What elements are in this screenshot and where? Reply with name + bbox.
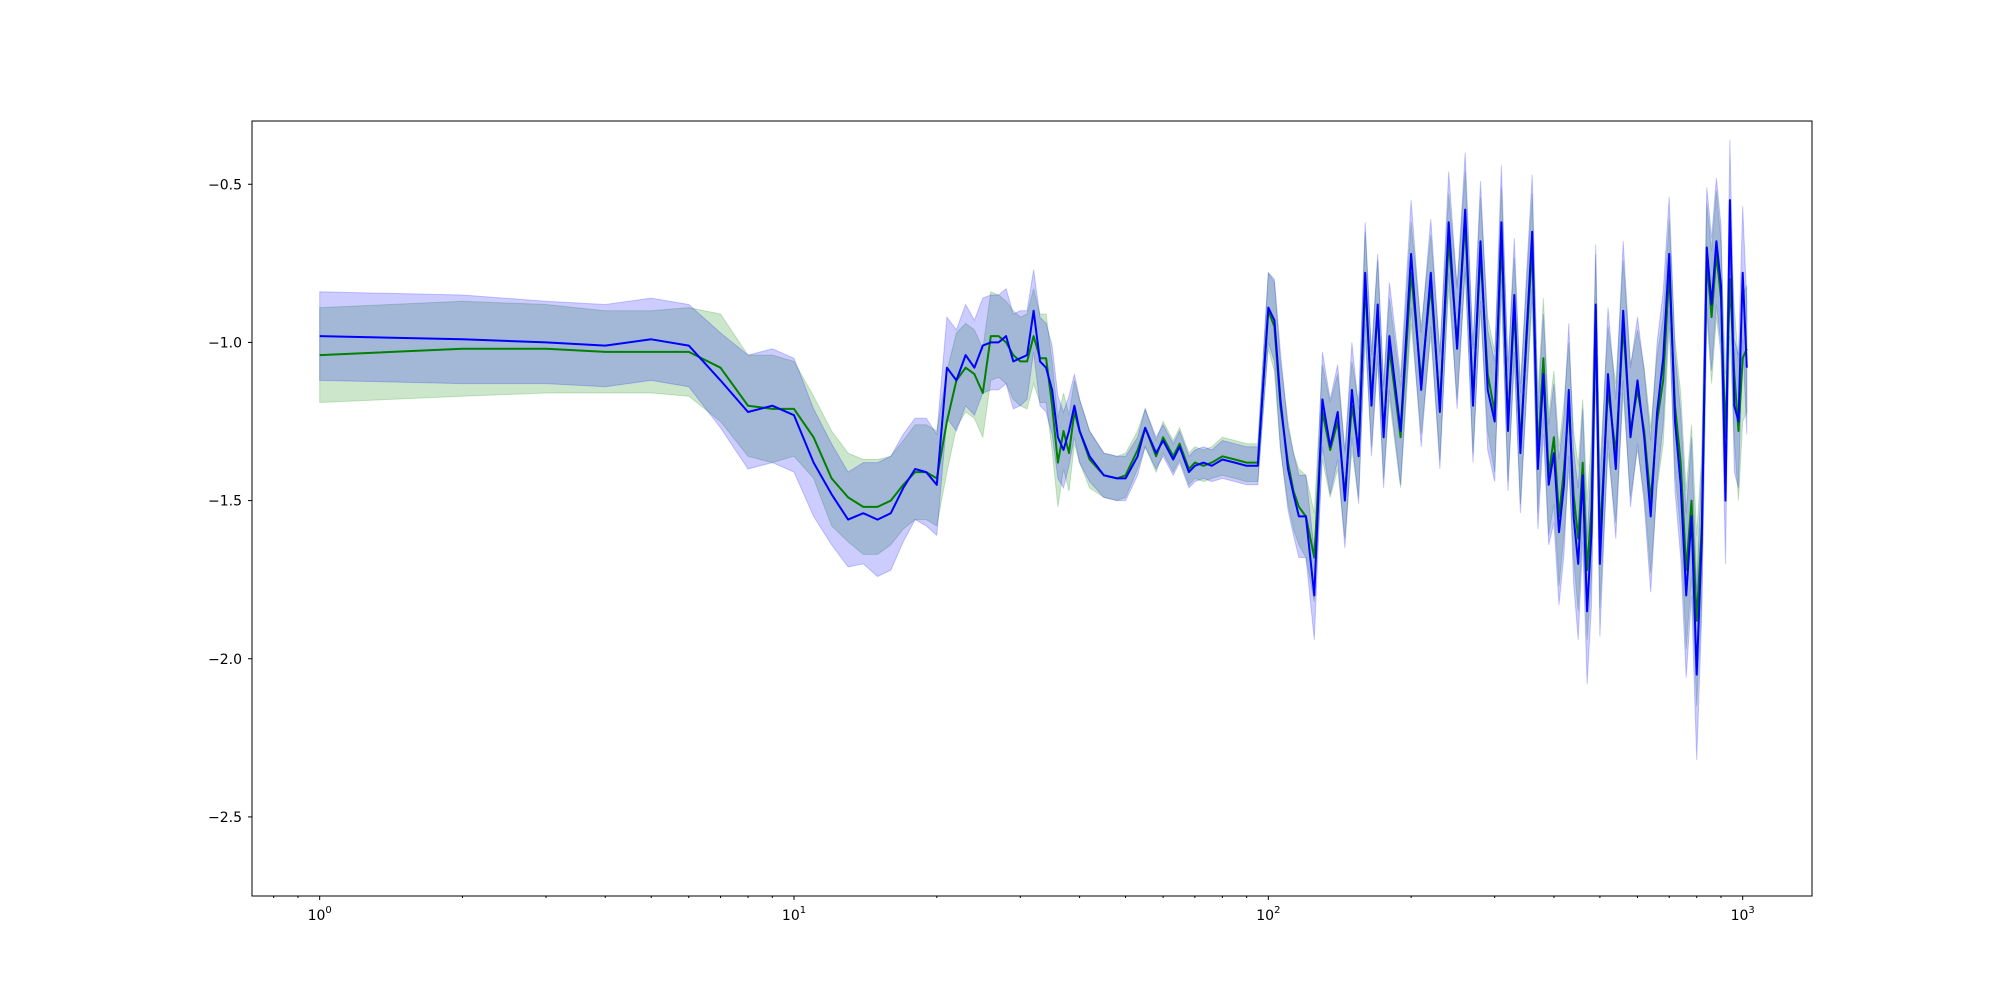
x-tick-label: 100: [308, 905, 332, 924]
y-tick-label: −2.0: [208, 652, 242, 668]
y-tick-label: −0.5: [208, 177, 242, 193]
y-tick-label: −1.5: [208, 494, 242, 510]
plot-frame: [251, 120, 1813, 897]
series-layer: [319, 139, 1748, 761]
x-axis: 100 101 102 103: [273, 896, 1755, 924]
x-tick-label: 103: [1731, 905, 1755, 924]
y-tick-label: −2.5: [208, 810, 242, 826]
x-tick-label: 101: [782, 905, 806, 924]
y-tick-label: −1.0: [208, 335, 242, 351]
series-2-line: [319, 199, 1748, 676]
series-1-band: [319, 171, 1748, 707]
x-tick-label: 102: [1256, 905, 1280, 924]
y-axis: −0.5 −1.0 −1.5 −2.0 −2.5: [208, 177, 252, 826]
series-2-band: [319, 139, 1748, 761]
